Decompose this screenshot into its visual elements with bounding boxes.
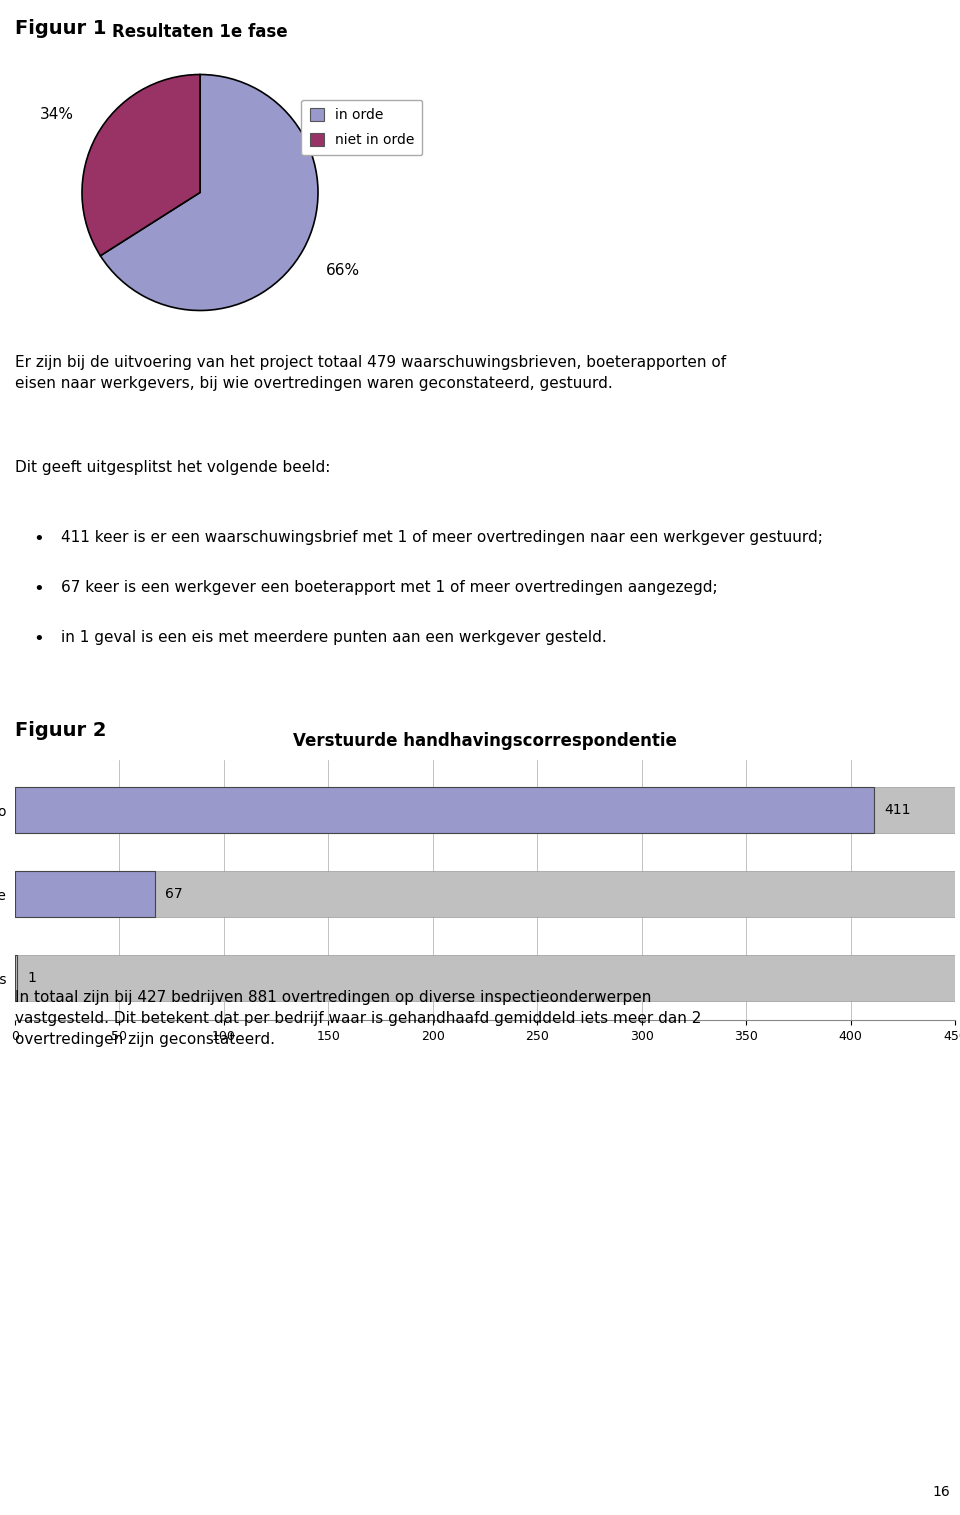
Text: in 1 geval is een eis met meerdere punten aan een werkgever gesteld.: in 1 geval is een eis met meerdere punte… bbox=[61, 630, 607, 645]
Title: Resultaten 1e fase: Resultaten 1e fase bbox=[112, 23, 288, 41]
Bar bbox=[15, 788, 955, 833]
Text: 411 keer is er een waarschuwingsbrief met 1 of meer overtredingen naar een werkg: 411 keer is er een waarschuwingsbrief me… bbox=[61, 530, 823, 545]
Legend: in orde, niet in orde: in orde, niet in orde bbox=[301, 100, 422, 156]
Text: •: • bbox=[34, 630, 44, 648]
Text: 67 keer is een werkgever een boeterapport met 1 of meer overtredingen aangezegd;: 67 keer is een werkgever een boeterappor… bbox=[61, 580, 718, 595]
Bar bbox=[15, 954, 955, 1001]
Text: Figuur 1: Figuur 1 bbox=[15, 20, 107, 38]
Bar bbox=[15, 954, 17, 1001]
Text: 411: 411 bbox=[884, 803, 910, 817]
Text: Figuur 2: Figuur 2 bbox=[15, 721, 107, 739]
Text: 67: 67 bbox=[165, 888, 183, 901]
Bar bbox=[15, 871, 955, 917]
Text: Er zijn bij de uitvoering van het project totaal 479 waarschuwingsbrieven, boete: Er zijn bij de uitvoering van het projec… bbox=[15, 355, 726, 391]
Title: Verstuurde handhavingscorrespondentie: Verstuurde handhavingscorrespondentie bbox=[293, 732, 677, 750]
Text: •: • bbox=[34, 530, 44, 548]
Text: 34%: 34% bbox=[40, 106, 74, 121]
Text: 1: 1 bbox=[28, 971, 36, 985]
Bar bbox=[15, 871, 155, 917]
Text: •: • bbox=[34, 580, 44, 598]
Text: 66%: 66% bbox=[325, 264, 360, 279]
Bar bbox=[15, 788, 874, 833]
Wedge shape bbox=[101, 74, 318, 311]
Text: 16: 16 bbox=[932, 1485, 950, 1498]
Text: Dit geeft uitgesplitst het volgende beeld:: Dit geeft uitgesplitst het volgende beel… bbox=[15, 461, 330, 476]
Wedge shape bbox=[82, 74, 200, 256]
Text: In totaal zijn bij 427 bedrijven 881 overtredingen op diverse inspectieonderwerp: In totaal zijn bij 427 bedrijven 881 ove… bbox=[15, 989, 702, 1047]
